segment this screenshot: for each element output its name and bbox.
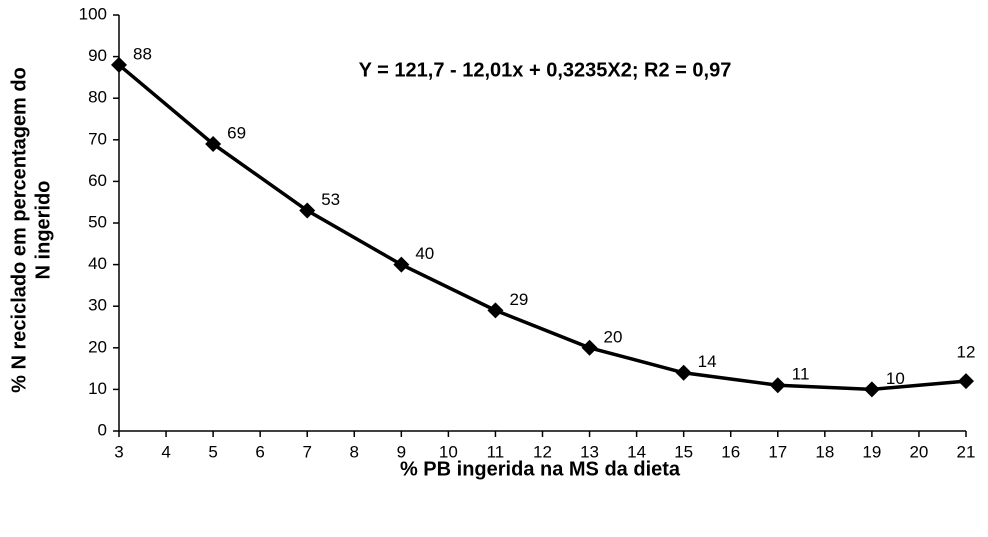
- x-tick-label: 5: [208, 442, 217, 461]
- y-tick-label: 30: [88, 296, 107, 315]
- marker: [487, 302, 504, 319]
- y-tick-label: 0: [98, 420, 107, 439]
- x-tick-label: 21: [957, 442, 976, 461]
- marker: [769, 377, 786, 394]
- marker: [581, 339, 598, 356]
- data-label: 69: [227, 123, 246, 142]
- x-tick-label: 15: [674, 442, 693, 461]
- marker: [958, 373, 974, 390]
- marker: [863, 381, 880, 398]
- x-tick-label: 16: [721, 442, 740, 461]
- x-tick-label: 11: [487, 442, 505, 461]
- x-axis-label: % PB ingerida na MS da dieta: [400, 458, 681, 480]
- x-tick-label: 14: [627, 442, 646, 461]
- x-tick-label: 4: [161, 442, 170, 461]
- data-label: 88: [133, 44, 152, 63]
- data-label: 10: [886, 369, 905, 388]
- x-tick-label: 7: [302, 442, 311, 461]
- y-tick-label: 50: [88, 212, 107, 231]
- y-axis-label-line: % N reciclado em percentagem do: [8, 67, 30, 393]
- data-label: 29: [509, 290, 528, 309]
- y-tick-label: 70: [88, 129, 107, 148]
- x-tick-label: 9: [397, 442, 406, 461]
- x-tick-label: 19: [862, 442, 881, 461]
- y-tick-label: 10: [88, 379, 107, 398]
- x-tick-label: 18: [815, 442, 834, 461]
- x-tick-label: 8: [350, 442, 359, 461]
- x-tick-label: 12: [533, 442, 552, 461]
- data-label: 11: [792, 365, 810, 384]
- data-label: 20: [604, 327, 623, 346]
- y-tick-label: 60: [88, 171, 107, 190]
- y-tick-label: 20: [88, 337, 107, 356]
- x-tick-label: 13: [580, 442, 599, 461]
- y-axis-label-line: N ingerido: [32, 181, 54, 280]
- marker: [393, 256, 410, 273]
- marker: [675, 364, 692, 381]
- data-label: 53: [321, 190, 340, 209]
- x-tick-label: 6: [255, 442, 264, 461]
- marker: [205, 135, 222, 152]
- y-tick-label: 100: [79, 4, 107, 23]
- marker: [299, 202, 316, 219]
- x-tick-label: 17: [768, 442, 787, 461]
- y-tick-label: 80: [88, 88, 107, 107]
- data-label: 40: [415, 244, 434, 263]
- y-tick-label: 90: [88, 46, 107, 65]
- x-tick-label: 20: [909, 442, 928, 461]
- data-label: 12: [957, 343, 976, 362]
- data-label: 14: [698, 352, 717, 371]
- y-axis-label: % N reciclado em percentagem do N ingeri…: [8, 67, 54, 393]
- y-tick-label: 40: [88, 254, 107, 273]
- equation: Y = 121,7 - 12,01x + 0,3235X2; R2 = 0,97: [359, 59, 732, 81]
- marker: [111, 56, 127, 73]
- x-tick-label: 10: [439, 442, 458, 461]
- x-tick-label: 3: [114, 442, 123, 461]
- line: [117, 63, 967, 392]
